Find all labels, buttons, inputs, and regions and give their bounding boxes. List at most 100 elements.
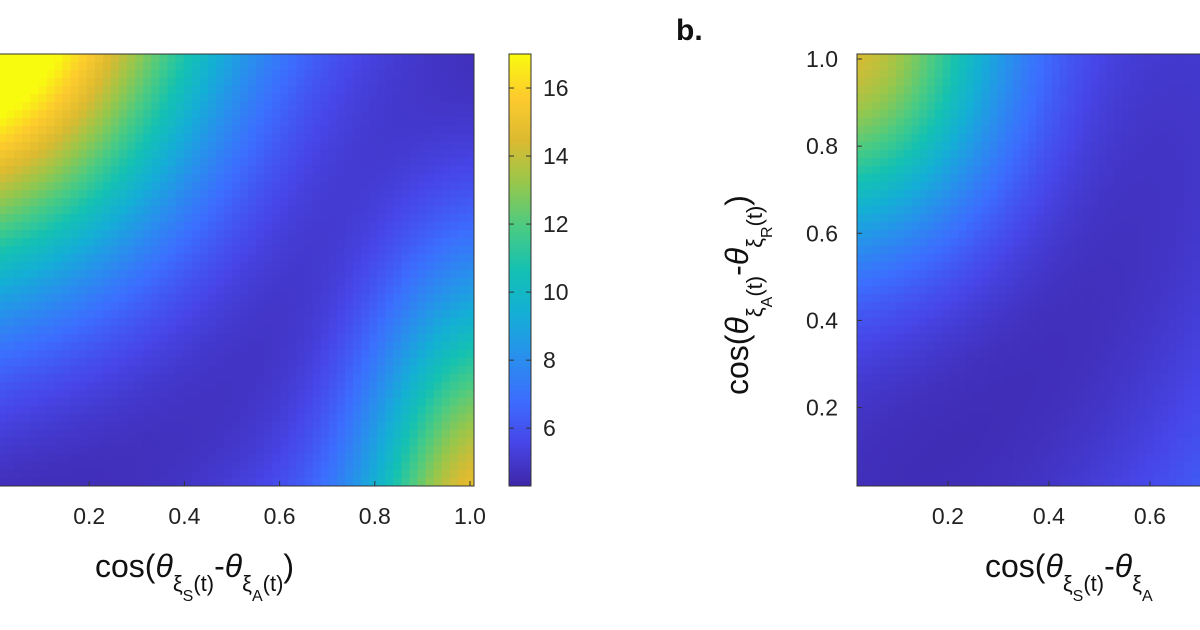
heatmap-b-cell	[1067, 406, 1076, 415]
heatmap-b-cell	[1067, 110, 1076, 119]
heatmap-a-cell	[215, 414, 225, 423]
heatmap-a-cell	[102, 278, 112, 287]
heatmap-b-cell	[958, 414, 967, 423]
heatmap-b-cell	[1090, 294, 1100, 303]
heatmap-a-cell	[465, 86, 474, 95]
heatmap-a-cell	[135, 398, 144, 407]
heatmap-b-cell	[1044, 182, 1053, 191]
heatmap-a-cell	[465, 62, 474, 71]
heatmap-b-cell	[950, 262, 959, 271]
heatmap-a-cell	[433, 406, 443, 415]
heatmap-a-cell	[135, 142, 144, 151]
heatmap-b-cell	[1090, 54, 1100, 63]
heatmap-a-cell	[0, 478, 7, 486]
heatmap-a-cell	[320, 134, 330, 143]
heatmap-b-cell	[989, 142, 998, 151]
heatmap-b-cell	[927, 190, 936, 199]
heatmap-b-cell	[903, 438, 913, 447]
heatmap-b-cell	[1028, 142, 1037, 151]
heatmap-b-cell	[934, 214, 944, 223]
heatmap-b-cell	[1051, 478, 1061, 486]
heatmap-a-cell	[264, 470, 273, 479]
heatmap-a-cell	[296, 182, 306, 191]
heatmap-a-cell	[385, 446, 394, 455]
heatmap-a-cell	[151, 398, 160, 407]
heatmap-a-cell	[119, 334, 128, 343]
heatmap-a-cell	[465, 286, 474, 295]
heatmap-b-cell	[1075, 254, 1084, 263]
heatmap-a-cell	[280, 454, 290, 463]
heatmap-a-cell	[433, 478, 443, 486]
heatmap-b-cell	[1036, 414, 1045, 423]
heatmap-a-cell	[175, 110, 185, 119]
heatmap-a-cell	[6, 62, 15, 71]
heatmap-a-cell	[167, 478, 177, 486]
heatmap-b-cell	[1020, 238, 1030, 247]
heatmap-a-cell	[143, 254, 152, 263]
heatmap-a-cell	[353, 318, 362, 327]
heatmap-b-cell	[997, 182, 1006, 191]
heatmap-a-cell	[288, 398, 298, 407]
heatmap-a-cell	[377, 94, 386, 103]
heatmap-b-cell	[973, 230, 983, 239]
heatmap-a-cell	[304, 62, 314, 71]
heatmap-a-cell	[111, 54, 120, 63]
heatmap-a-cell	[22, 78, 31, 87]
heatmap-a-cell	[151, 318, 160, 327]
heatmap-b-cell	[1051, 254, 1061, 263]
heatmap-a-cell	[199, 110, 209, 119]
heatmap-a-cell	[30, 310, 39, 319]
heatmap-b-cell	[934, 342, 944, 351]
heatmap-b-cell	[1098, 286, 1108, 295]
heatmap-b-cell	[1020, 278, 1030, 287]
heatmap-b-cell	[997, 398, 1006, 407]
heatmap-a-cell	[86, 254, 96, 263]
heatmap-a-cell	[288, 182, 298, 191]
heatmap-a-cell	[393, 166, 402, 175]
heatmap-a-cell	[336, 150, 346, 159]
heatmap-a-cell	[0, 166, 7, 175]
heatmap-b-cell	[997, 350, 1006, 359]
heatmap-b-cell	[895, 270, 905, 279]
heatmap-b-cell	[927, 174, 936, 183]
heatmap-a-cell	[417, 246, 427, 255]
heatmap-a-cell	[441, 390, 451, 399]
heatmap-b-cell	[950, 270, 959, 279]
heatmap-a-cell	[159, 438, 169, 447]
heatmap-b-cell	[1051, 166, 1061, 175]
heatmap-a-cell	[175, 478, 185, 486]
heatmap-a-cell	[30, 462, 39, 471]
heatmap-a-cell	[14, 206, 23, 215]
heatmap-b-cell	[1067, 230, 1076, 239]
heatmap-b-cell	[973, 382, 983, 391]
heatmap-a-cell	[320, 478, 330, 486]
heatmap-a-cell	[14, 214, 23, 223]
heatmap-a-cell	[441, 406, 451, 415]
heatmap-a-cell	[78, 142, 88, 151]
heatmap-a-cell	[159, 54, 169, 63]
heatmap-a-cell	[449, 318, 459, 327]
heatmap-a-cell	[457, 398, 467, 407]
heatmap-a-cell	[385, 302, 394, 311]
heatmap-b-cell	[1012, 438, 1022, 447]
heatmap-a-cell	[449, 70, 459, 79]
heatmap-a-cell	[457, 478, 467, 486]
heatmap-b-cell	[1090, 126, 1100, 135]
heatmap-b-cell	[911, 78, 920, 87]
heatmap-b-cell	[872, 262, 881, 271]
heatmap-a-cell	[304, 206, 314, 215]
heatmap-a-cell	[119, 294, 128, 303]
heatmap-a-cell	[86, 94, 96, 103]
heatmap-a-cell	[30, 342, 39, 351]
heatmap-a-cell	[62, 310, 72, 319]
heatmap-a-cell	[417, 110, 427, 119]
heatmap-a-cell	[78, 62, 88, 71]
heatmap-b-cell	[981, 246, 991, 255]
heatmap-b-cell	[911, 406, 920, 415]
heatmap-a-x-tick-label: 0.6	[264, 503, 296, 529]
heatmap-b-cell	[958, 94, 967, 103]
heatmap-a-cell	[401, 414, 411, 423]
heatmap-a-cell	[215, 446, 225, 455]
heatmap-a-cell	[38, 294, 48, 303]
heatmap-a-cell	[94, 470, 104, 479]
